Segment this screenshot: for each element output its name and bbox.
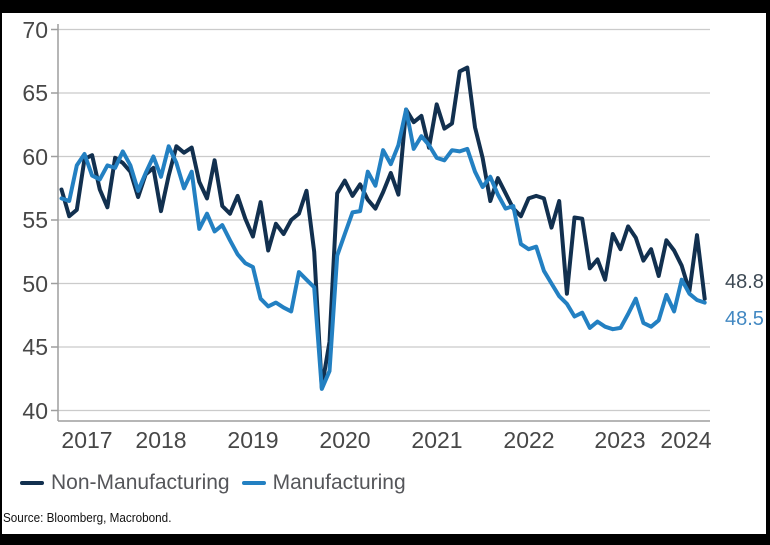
- y-tick-label-65: 65: [22, 80, 48, 106]
- legend-item-non-manufacturing: Non-Manufacturing: [20, 471, 230, 495]
- y-tick-label-55: 55: [22, 207, 48, 233]
- manufacturing-last-value-label: 48.5: [725, 308, 764, 330]
- legend-item-manufacturing: Manufacturing: [241, 471, 406, 495]
- non-manufacturing-line-swatch: [20, 480, 44, 486]
- non-manufacturing-line: [59, 65, 707, 390]
- y-tick-label-50: 50: [22, 271, 48, 297]
- non-manufacturing-last-value-label: 48.8: [725, 271, 764, 293]
- manufacturing-line: [59, 107, 707, 391]
- x-tick-label-2020: 2020: [319, 427, 371, 453]
- x-tick-label-2019: 2019: [227, 427, 279, 453]
- x-tick-label-2022: 2022: [503, 427, 555, 453]
- x-tick-label-2021: 2021: [411, 427, 463, 453]
- bottom-border-bar: [0, 534, 770, 545]
- y-tick-label-45: 45: [22, 334, 48, 360]
- source-note: Source: Bloomberg, Macrobond.: [3, 510, 172, 525]
- right-border-edge: [766, 0, 770, 545]
- legend-label-non-manufacturing: Non-Manufacturing: [51, 471, 230, 494]
- chart-legend: Non-Manufacturing Manufacturing: [20, 468, 418, 498]
- legend-label-manufacturing: Manufacturing: [272, 471, 406, 494]
- y-tick-label-40: 40: [22, 398, 48, 424]
- left-border-edge: [0, 0, 2, 545]
- top-border-bar: [0, 0, 770, 13]
- manufacturing-line-swatch: [241, 480, 266, 486]
- y-tick-label-70: 70: [22, 17, 48, 43]
- x-tick-label-2023: 2023: [594, 427, 646, 453]
- y-tick-label-60: 60: [22, 144, 48, 170]
- x-tick-label-2024: 2024: [660, 427, 712, 453]
- x-tick-label-2017: 2017: [61, 427, 113, 453]
- x-tick-label-2018: 2018: [135, 427, 187, 453]
